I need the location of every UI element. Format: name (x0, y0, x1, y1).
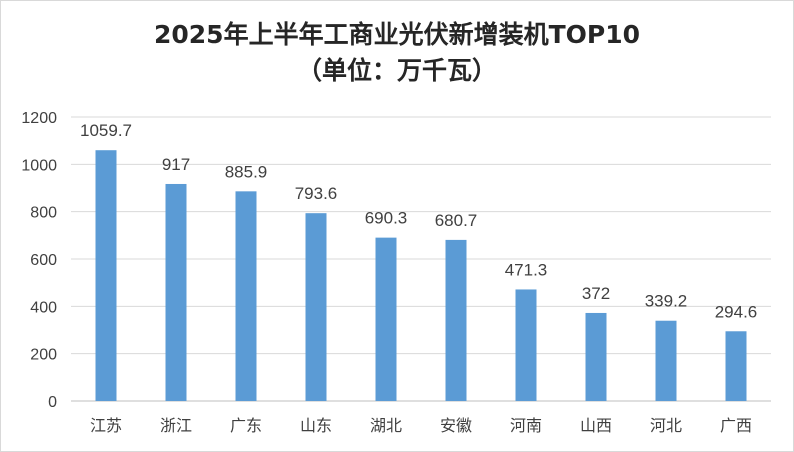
data-label: 917 (162, 155, 190, 174)
y-tick-label: 1000 (21, 157, 57, 174)
bar (655, 320, 677, 401)
x-category-label: 山西 (580, 416, 612, 435)
y-tick-label: 200 (30, 347, 57, 364)
x-category-label: 广西 (720, 416, 752, 435)
bar (95, 150, 117, 401)
data-label: 690.3 (365, 209, 408, 228)
y-tick-label: 800 (30, 205, 57, 222)
chart-title: 2025年上半年工商业光伏新增装机TOP10 (154, 20, 640, 49)
x-category-label: 安徽 (440, 416, 472, 435)
bar (515, 289, 537, 401)
x-category-label: 河南 (510, 416, 542, 435)
data-label: 885.9 (225, 162, 268, 181)
x-category-label: 河北 (650, 416, 682, 435)
bar (235, 191, 257, 401)
bar (585, 312, 607, 401)
data-label: 1059.7 (80, 121, 132, 140)
y-tick-label: 0 (48, 394, 57, 411)
x-category-label: 广东 (230, 416, 262, 435)
y-tick-label: 1200 (21, 110, 57, 127)
x-category-label: 湖北 (370, 416, 402, 435)
y-tick-label: 400 (30, 299, 57, 316)
data-label: 471.3 (505, 260, 548, 279)
data-label: 680.7 (435, 211, 478, 230)
bar (305, 213, 327, 401)
y-tick-label: 600 (30, 252, 57, 269)
bar (445, 239, 467, 401)
data-label: 793.6 (295, 184, 338, 203)
bar (375, 237, 397, 401)
bar (165, 183, 187, 401)
x-category-label: 山东 (300, 416, 332, 435)
x-category-label: 浙江 (160, 416, 192, 435)
data-label: 372 (582, 284, 610, 303)
data-label: 294.6 (715, 302, 758, 321)
bar (725, 331, 747, 401)
x-category-label: 江苏 (90, 416, 122, 435)
chart-subtitle: （单位：万千瓦） (296, 56, 497, 85)
data-label: 339.2 (645, 292, 688, 311)
